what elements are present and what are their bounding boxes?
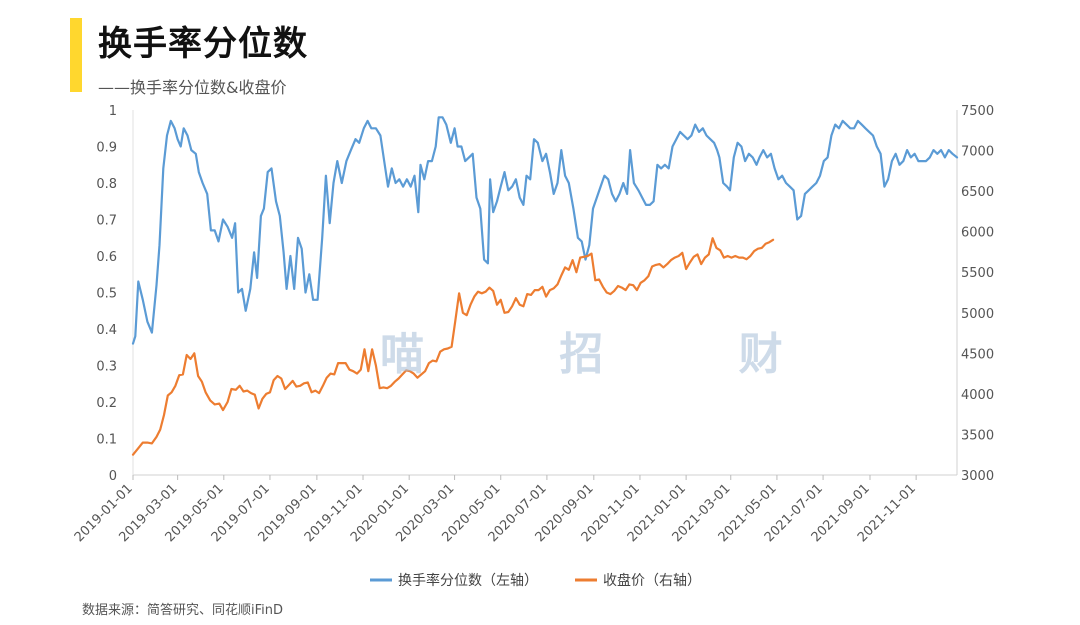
legend-label: 换手率分位数（左轴） <box>398 572 538 589</box>
series-layer <box>131 116 959 456</box>
left-axis-tick-label: 0.9 <box>96 141 117 156</box>
left-axis-tick-label: 0.1 <box>96 433 117 448</box>
right-axis-tick-label: 3500 <box>961 428 994 443</box>
left-axis-tick-label: 0.8 <box>96 177 117 192</box>
right-axis-tick-label: 4500 <box>961 347 994 362</box>
right-axis-ticks: 3000 3500 4000 4500 5000 5500 6000 6500 7000 7500 <box>961 104 994 484</box>
left-axis-tick-label: 0.7 <box>96 214 117 229</box>
x-axis-ticks: 2019-01-012019-03-012019-05-012019-07-01… <box>72 475 919 545</box>
left-axis-tick-label: 0.3 <box>96 360 117 375</box>
left-axis-tick-label: 0.4 <box>96 323 117 338</box>
left-axis-tick-label: 0.5 <box>96 287 117 302</box>
title-accent-bar <box>70 18 82 92</box>
left-axis-tick-label: 0.6 <box>96 250 117 265</box>
left-axis-tick-label: 0 <box>109 469 117 484</box>
turnover-percentile-line <box>131 116 959 345</box>
close-price-line <box>131 237 775 456</box>
page-title: 换手率分位数 <box>98 24 308 64</box>
chart-legend: 换手率分位数（左轴） 收盘价（右轴） <box>370 572 701 589</box>
chart-subtitle: ——换手率分位数&收盘价 <box>98 78 287 97</box>
right-axis-tick-label: 6000 <box>961 226 994 241</box>
right-axis-tick-label: 6500 <box>961 185 994 200</box>
left-axis-ticks: 0 0.1 0.2 0.3 0.4 0.5 0.6 0.7 0.8 0.9 1 <box>96 104 117 484</box>
legend-label: 收盘价（右轴） <box>603 572 701 589</box>
data-source-note: 数据来源：简答研究、同花顺iFinD <box>82 603 284 618</box>
right-axis-tick-label: 7500 <box>961 104 994 119</box>
right-axis-tick-label: 4000 <box>961 388 994 403</box>
right-axis-tick-label: 5000 <box>961 307 994 322</box>
watermark-text: 喵 招 财 <box>380 329 843 380</box>
left-axis-tick-label: 1 <box>109 104 117 119</box>
right-axis-tick-label: 7000 <box>961 145 994 160</box>
right-axis-tick-label: 5500 <box>961 266 994 281</box>
right-axis-tick-label: 3000 <box>961 469 994 484</box>
left-axis-tick-label: 0.2 <box>96 396 117 411</box>
